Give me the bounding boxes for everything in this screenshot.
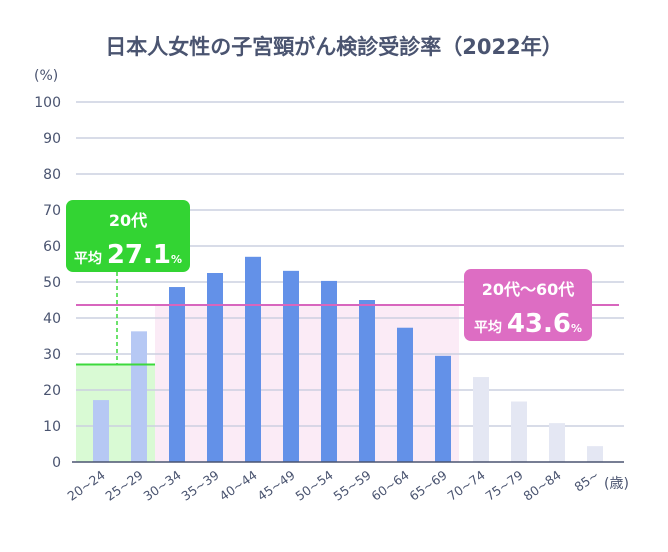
y-tick-label: 90 [43, 131, 61, 147]
x-tick-label: 20~24 [64, 467, 107, 504]
bar-85~ [587, 446, 603, 462]
x-tick-label: 75~79 [482, 467, 525, 504]
y-axis-unit: (%) [34, 68, 58, 84]
bar-35~39 [207, 273, 223, 462]
y-tick-label: 20 [43, 383, 61, 399]
x-tick-label: 85~ [571, 467, 601, 494]
y-tick-label: 0 [52, 455, 61, 471]
x-tick-label: 80~84 [520, 467, 563, 504]
callout-20s-60s-header: 20代〜60代 [482, 280, 575, 299]
callout-20s-value-line: 平均 27.1% [74, 240, 182, 270]
bar-80~84 [549, 423, 565, 462]
x-tick-label: 70~74 [444, 467, 487, 504]
bar-50~54 [321, 280, 337, 462]
bar-55~59 [359, 300, 375, 462]
y-tick-label: 40 [43, 311, 61, 327]
x-tick-label: 65~69 [406, 467, 449, 504]
callout-20s-header: 20代 [109, 211, 147, 230]
callout-20s-box [66, 200, 190, 272]
callout-20s-60s-box [464, 269, 592, 341]
x-tick-label: 40~44 [216, 467, 259, 504]
bar-20~24 [93, 400, 109, 462]
x-tick-label: 35~39 [178, 467, 221, 504]
bar-65~69 [435, 355, 451, 462]
x-tick-labels: 20~2425~2930~3435~3940~4445~4950~5455~59… [64, 467, 601, 504]
bar-45~49 [283, 270, 299, 462]
bar-25~29 [131, 331, 147, 462]
bar-75~79 [511, 401, 527, 462]
band-20s-60s [155, 305, 459, 462]
y-tick-label: 70 [43, 203, 61, 219]
y-tick-label: 80 [43, 167, 61, 183]
x-tick-label: 50~54 [292, 467, 335, 504]
bar-70~74 [473, 377, 489, 462]
x-tick-label: 45~49 [254, 467, 297, 504]
y-tick-label: 50 [43, 275, 61, 291]
callout-20s-60s-value-line: 平均 43.6% [474, 309, 582, 339]
chart-title: 日本人女性の子宮頸がん検診受診率（2022年） [105, 35, 562, 59]
x-tick-label: 30~34 [140, 467, 183, 504]
y-tick-label: 100 [34, 95, 61, 111]
x-tick-label: 60~64 [368, 467, 411, 504]
y-tick-labels: 0 10 20 30 40 50 60 70 80 90 100 [34, 95, 61, 471]
bar-60~64 [397, 327, 413, 462]
bar-40~44 [245, 256, 261, 462]
x-tick-label: 55~59 [330, 467, 373, 504]
bars [93, 256, 603, 462]
bar-30~34 [169, 287, 185, 462]
y-tick-label: 30 [43, 347, 61, 363]
y-tick-label: 60 [43, 239, 61, 255]
x-axis-unit: (歳) [604, 476, 629, 492]
x-tick-label: 25~29 [102, 467, 145, 504]
y-tick-label: 10 [43, 419, 61, 435]
